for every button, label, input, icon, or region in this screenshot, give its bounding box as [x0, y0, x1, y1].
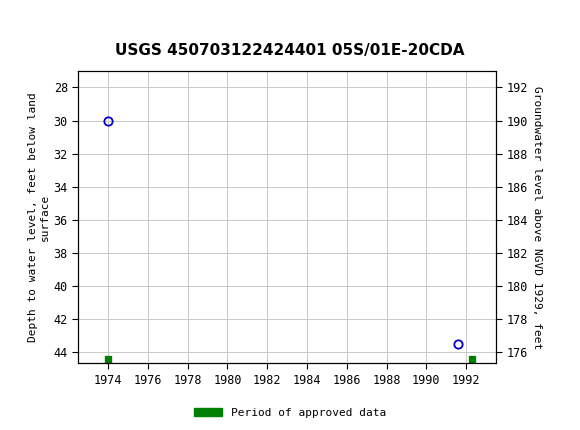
Text: USGS 450703122424401 05S/01E-20CDA: USGS 450703122424401 05S/01E-20CDA [115, 43, 465, 58]
Legend: Period of approved data: Period of approved data [190, 403, 390, 422]
Y-axis label: Groundwater level above NGVD 1929, feet: Groundwater level above NGVD 1929, feet [532, 86, 542, 349]
Text: ☒ USGS: ☒ USGS [14, 11, 80, 29]
Y-axis label: Depth to water level, feet below land
surface: Depth to water level, feet below land su… [28, 92, 49, 342]
